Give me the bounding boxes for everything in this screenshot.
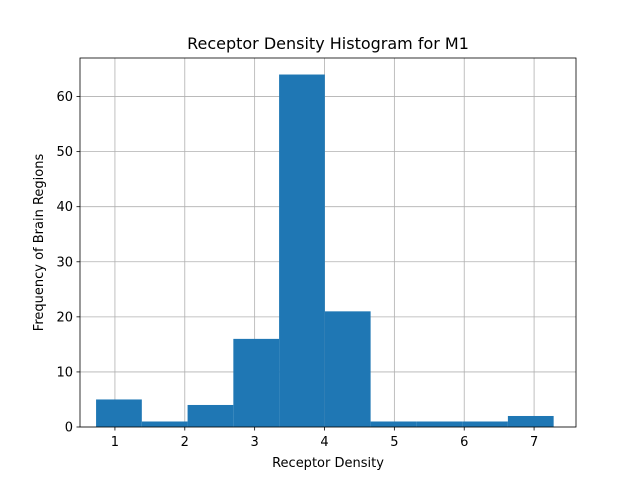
axis-ticks: 1 2 3 4 5 6 7 0 10 20 30 40 50 60 [56, 90, 538, 450]
y-tick-label: 10 [56, 365, 73, 380]
y-tick-label: 20 [56, 310, 73, 325]
histogram-bar [187, 404, 234, 427]
y-tick-label: 0 [65, 421, 73, 436]
x-tick-label: 4 [320, 435, 328, 450]
y-tick-label: 30 [56, 255, 73, 270]
histogram-bar [324, 311, 371, 427]
histogram-bar [462, 421, 508, 427]
x-tick-label: 5 [390, 435, 398, 450]
x-tick-label: 6 [460, 435, 468, 450]
y-tick-label: 40 [56, 200, 73, 215]
chart-title: Receptor Density Histogram for M1 [187, 34, 469, 53]
histogram-bar [507, 415, 554, 427]
bars [96, 74, 554, 427]
plot-frame [79, 57, 577, 428]
histogram-bar [141, 421, 188, 427]
y-tick-label: 60 [56, 90, 73, 105]
histogram-bar [279, 74, 325, 427]
y-tick-label: 50 [56, 145, 73, 160]
histogram-bar [416, 421, 463, 427]
x-tick-label: 3 [251, 435, 259, 450]
histogram-bar [370, 421, 417, 427]
x-tick-label: 7 [530, 435, 538, 450]
histogram-bar [96, 399, 142, 427]
x-tick-label: 1 [111, 435, 119, 450]
x-tick-label: 2 [181, 435, 189, 450]
histogram-bar [233, 338, 280, 427]
y-axis-label: Frequency of Brain Regions [32, 154, 47, 332]
x-axis-label: Receptor Density [272, 456, 384, 471]
